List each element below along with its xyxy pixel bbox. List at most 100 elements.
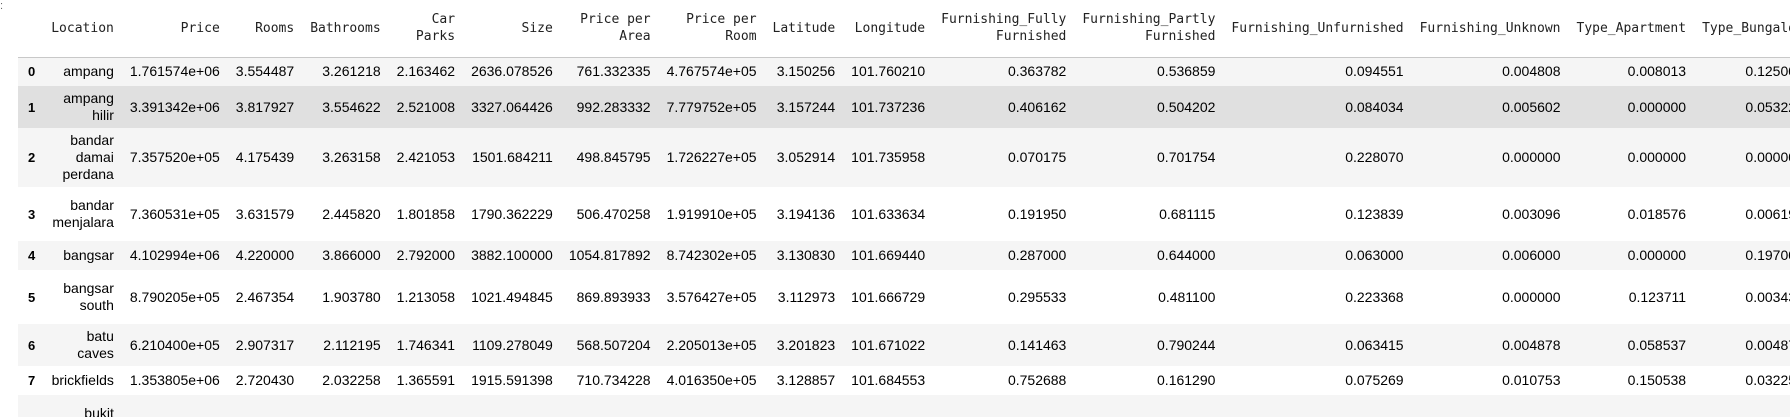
table-cell: 0.084034 <box>1345 98 1404 115</box>
table-cell: 0.228070 <box>1345 149 1404 165</box>
table-cell: 2.658711 <box>228 395 302 417</box>
table-cell: 0.005602 <box>1502 98 1561 115</box>
table-cell: 568.507204 <box>576 336 651 353</box>
table-cell: 761.332335 <box>576 63 651 80</box>
column-header: Location <box>43 0 122 58</box>
table-cell: 101.735958 <box>851 149 926 165</box>
table-cell: 0.536859 <box>1157 63 1216 80</box>
table-cell: 2.032258 <box>322 372 381 388</box>
table-cell: 0.075269 <box>1345 372 1404 388</box>
table-row[interactable]: 6 batu caves 6.210400e+05 2.907317 2.112195 1… <box>18 324 1790 366</box>
row-index: 1 <box>28 99 36 115</box>
dataframe-output[interactable]: Location Price Rooms Bathrooms Car Parks Size… <box>18 0 1790 417</box>
table-cell: 1915.591398 <box>471 372 553 388</box>
table-cell: 1.919910e+05 <box>666 205 757 222</box>
table-cell: 0.681115 <box>1159 205 1216 222</box>
table-cell: 7.360531e+05 <box>129 205 220 222</box>
table-cell: 2.460621 <box>302 395 388 417</box>
column-header: Price per Room <box>658 0 765 58</box>
table-cell: 0.063415 <box>1345 336 1404 353</box>
table-cell: 0.070175 <box>1007 149 1067 165</box>
table-cell: 0.018576 <box>1627 205 1687 222</box>
table-cell: 0.000000 <box>1627 149 1687 165</box>
table-cell: 1.950121e+06 <box>122 395 228 417</box>
table-cell: 3.554487 <box>235 63 295 80</box>
location-cell: bangsar south <box>63 280 114 313</box>
table-cell: 3.391342e+06 <box>129 98 220 115</box>
table-cell: 3.157244 <box>776 98 836 115</box>
table-cell: 3327.064426 <box>471 98 553 115</box>
table-cell: 1.726227e+05 <box>666 149 757 165</box>
row-index: 0 <box>28 64 36 80</box>
index-header <box>18 0 44 58</box>
table-cell: 0.141463 <box>1007 336 1067 353</box>
table-cell: 1.761574e+06 <box>129 63 220 80</box>
column-header: Furnishing_Fully Furnished <box>933 0 1075 58</box>
table-cell: 1054.817892 <box>568 247 651 263</box>
table-cell: 101.666729 <box>851 288 926 305</box>
table-row[interactable]: 4 bangsar 4.102994e+06 4.220000 3.866000 2.79… <box>18 241 1790 270</box>
table-cell: 1258.647848 <box>561 395 659 417</box>
table-cell: 3.576427e+05 <box>666 288 757 305</box>
table-cell: 0.504202 <box>1157 98 1216 115</box>
column-header: Bathrooms <box>302 0 389 58</box>
table-cell: 0.004878 <box>1745 336 1790 353</box>
table-cell: 0.000000 <box>1627 247 1687 263</box>
table-row[interactable]: 0 ampang 1.761574e+06 3.554487 3.261218 2.163… <box>18 57 1790 86</box>
table-cell: 3.112973 <box>777 288 836 305</box>
table-cell: 1.801858 <box>396 205 456 222</box>
table-cell: 2636.078526 <box>471 63 553 80</box>
table-cell: 0.790244 <box>1157 336 1216 353</box>
table-cell: 3.554622 <box>322 98 381 115</box>
table-cell: 7.318614e+05 <box>659 395 765 417</box>
table-cell: 0.125000 <box>1745 63 1790 80</box>
row-index: 4 <box>28 248 36 263</box>
table-cell: 2.421053 <box>396 149 456 165</box>
table-row[interactable]: 3 bandar menjalara 7.360531e+05 3.631579 2.4… <box>18 187 1790 241</box>
table-cell: 3.261218 <box>322 63 381 80</box>
table-cell: 3.128857 <box>776 372 836 388</box>
row-index: 8 <box>18 395 43 417</box>
table-cell: 6.210400e+05 <box>129 336 220 353</box>
column-header: Car Parks <box>388 0 464 58</box>
table-cell: 7.357520e+05 <box>129 149 220 165</box>
table-cell: 506.470258 <box>576 205 651 222</box>
row-index: 6 <box>28 337 36 353</box>
table-cell: 0.000000 <box>1745 149 1790 165</box>
column-header: Size <box>463 0 561 58</box>
table-cell: 0.032258 <box>1745 372 1790 388</box>
table-cell: 1.353805e+06 <box>129 372 220 388</box>
table-cell: 0.701754 <box>1157 149 1216 165</box>
table-cell: 1.455847 <box>389 395 463 417</box>
table-cell: 0.053221 <box>1745 98 1790 115</box>
table-cell: 0.295533 <box>1007 288 1067 305</box>
table-cell: 1.213058 <box>396 288 456 305</box>
table-cell: 498.845795 <box>576 149 651 165</box>
table-cell: 710.734228 <box>576 372 651 388</box>
table-cell: 1.746341 <box>396 336 456 353</box>
table-cell: 0.363782 <box>1007 63 1067 80</box>
table-cell: 0.123711 <box>1628 288 1687 305</box>
table-row[interactable]: 1 ampang hilir 3.391342e+06 3.817927 3.55462… <box>18 86 1790 128</box>
table-cell: 1790.362229 <box>471 205 553 222</box>
table-cell: 101.737236 <box>851 98 926 115</box>
table-cell: 101.633634 <box>851 205 926 222</box>
table-cell: 1021.494845 <box>471 288 553 305</box>
column-header: Type_Apartment <box>1568 0 1695 58</box>
location-cell: ampang <box>63 63 114 80</box>
table-cell: 0.191950 <box>1007 205 1067 222</box>
table-row[interactable]: 2 bandar damai perdana 7.357520e+05 4.17543… <box>18 128 1790 187</box>
table-row[interactable]: 8 bukit bintang 1.950121e+062.6587112.4606… <box>18 395 1790 417</box>
table-cell: 4.767574e+05 <box>666 63 757 80</box>
table-cell: 2.205013e+05 <box>666 336 757 353</box>
table-cell: 0.063000 <box>1345 247 1404 263</box>
table-cell: 2.521008 <box>396 98 456 115</box>
table-row[interactable]: 5 bangsar south 8.790205e+05 2.467354 1.9037… <box>18 270 1790 324</box>
table-cell: 0.000000 <box>1694 395 1790 417</box>
table-cell: 101.669440 <box>851 247 926 263</box>
table-cell: 1501.684211 <box>472 149 553 165</box>
table-row[interactable]: 7 brickfields 1.353805e+06 2.720430 2.032258… <box>18 366 1790 395</box>
table-cell: 992.283332 <box>576 98 651 115</box>
table-cell: 4.016350e+05 <box>666 372 757 388</box>
table-cell: 0.003436 <box>1745 288 1790 305</box>
